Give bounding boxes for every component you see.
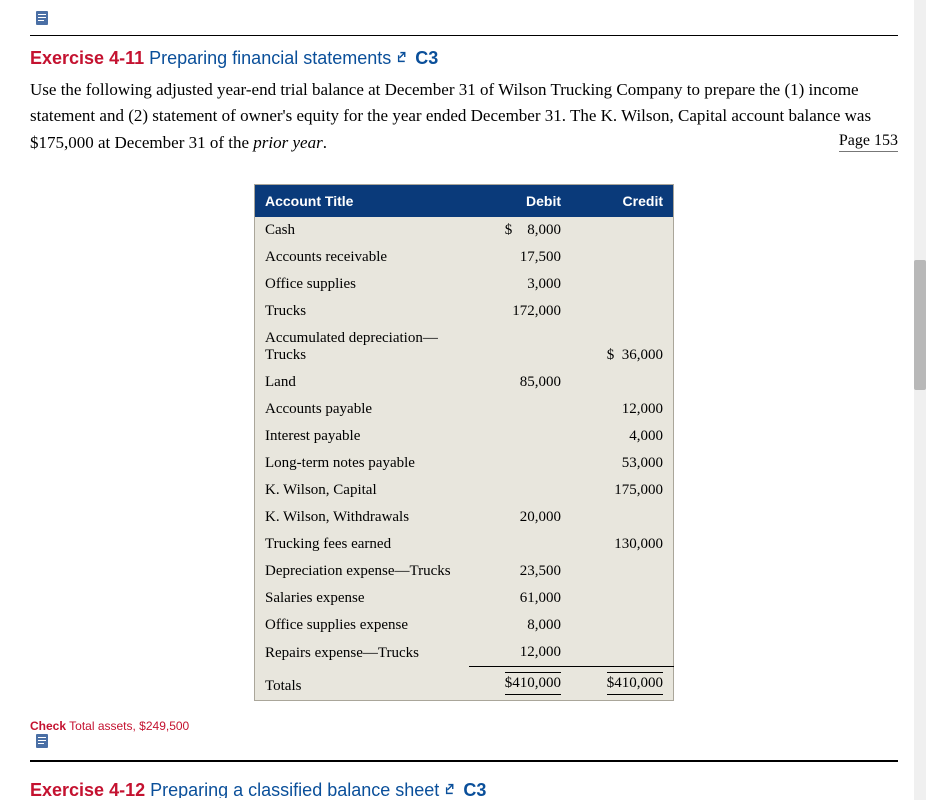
credit-cell	[571, 244, 674, 271]
check-text: Total assets, $249,500	[66, 719, 189, 733]
totals-label: Totals	[255, 667, 470, 701]
credit-cell: 175,000	[571, 477, 674, 504]
account-cell: K. Wilson, Capital	[255, 477, 470, 504]
debit-cell: 172,000	[469, 298, 571, 325]
credit-cell	[571, 558, 674, 585]
col-account-title: Account Title	[255, 185, 470, 218]
account-cell: Accounts receivable	[255, 244, 470, 271]
external-link-icon[interactable]	[396, 48, 415, 68]
credit-cell	[571, 612, 674, 639]
body-text-tail: .	[323, 133, 327, 152]
credit-cell: 12,000	[571, 396, 674, 423]
body-text-main: Use the following adjusted year-end tria…	[30, 80, 871, 152]
note-icon[interactable]	[34, 733, 50, 754]
table-row: Land85,000	[255, 369, 674, 396]
table-row: Trucking fees earned 130,000	[255, 531, 674, 558]
credit-cell	[571, 585, 674, 612]
col-debit: Debit	[469, 185, 571, 218]
totals-row: Totals$410,000$410,000	[255, 667, 674, 701]
debit-cell: 17,500	[469, 244, 571, 271]
scrollbar[interactable]	[914, 0, 926, 800]
trial-balance-table-wrap: Account Title Debit Credit Cash$ 8,000Ac…	[254, 184, 674, 701]
table-row: K. Wilson, Capital 175,000	[255, 477, 674, 504]
table-row: Depreciation expense—Trucks23,500	[255, 558, 674, 585]
external-link-icon[interactable]	[444, 780, 463, 798]
credit-cell	[571, 639, 674, 667]
credit-cell: 130,000	[571, 531, 674, 558]
credit-cell: 53,000	[571, 450, 674, 477]
totals-debit: $410,000	[469, 667, 571, 701]
debit-cell	[469, 423, 571, 450]
debit-cell: 61,000	[469, 585, 571, 612]
account-cell: Depreciation expense—Trucks	[255, 558, 470, 585]
trial-balance-table: Account Title Debit Credit Cash$ 8,000Ac…	[254, 184, 674, 701]
concept-code: C3	[415, 48, 438, 68]
account-cell: Office supplies expense	[255, 612, 470, 639]
scroll-thumb[interactable]	[914, 260, 926, 390]
totals-credit: $410,000	[571, 667, 674, 701]
section-divider-top	[30, 35, 898, 36]
table-row: Long-term notes payable 53,000	[255, 450, 674, 477]
next-exercise-heading: Exercise 4-12 Preparing a classified bal…	[30, 780, 898, 798]
next-exercise-title: Preparing a classified balance sheet	[150, 780, 439, 798]
account-cell: Office supplies	[255, 271, 470, 298]
credit-cell: 4,000	[571, 423, 674, 450]
account-cell: Land	[255, 369, 470, 396]
table-row: Accounts receivable17,500	[255, 244, 674, 271]
table-row: Accumulated depreciation—Trucks $ 36,000	[255, 325, 674, 369]
account-cell: Accounts payable	[255, 396, 470, 423]
note-icon[interactable]	[34, 10, 50, 31]
exercise-heading: Exercise 4-11 Preparing financial statem…	[30, 48, 898, 69]
page-number: Page 153	[839, 132, 898, 152]
table-row: Office supplies3,000	[255, 271, 674, 298]
debit-cell: 85,000	[469, 369, 571, 396]
account-cell: Interest payable	[255, 423, 470, 450]
check-line: Check Total assets, $249,500	[30, 719, 898, 733]
account-cell: Repairs expense—Trucks	[255, 639, 470, 667]
credit-cell	[571, 217, 674, 244]
debit-cell	[469, 477, 571, 504]
next-exercise-number: Exercise 4-12	[30, 780, 145, 798]
debit-cell: $ 8,000	[469, 217, 571, 244]
account-cell: Cash	[255, 217, 470, 244]
table-row: Interest payable 4,000	[255, 423, 674, 450]
table-row: Trucks172,000	[255, 298, 674, 325]
table-row: Repairs expense—Trucks12,000	[255, 639, 674, 667]
exercise-instructions: Use the following adjusted year-end tria…	[30, 77, 898, 156]
table-row: Office supplies expense8,000	[255, 612, 674, 639]
next-concept-code: C3	[463, 780, 486, 798]
check-label: Check	[30, 719, 66, 733]
credit-cell	[571, 369, 674, 396]
debit-cell	[469, 325, 571, 369]
credit-cell: $ 36,000	[571, 325, 674, 369]
debit-cell	[469, 531, 571, 558]
body-text-italic: prior year	[253, 133, 322, 152]
account-cell: Salaries expense	[255, 585, 470, 612]
debit-cell: 23,500	[469, 558, 571, 585]
exercise-number: Exercise 4-11	[30, 48, 144, 68]
credit-cell	[571, 271, 674, 298]
credit-cell	[571, 298, 674, 325]
account-cell: Trucks	[255, 298, 470, 325]
debit-cell: 3,000	[469, 271, 571, 298]
debit-cell	[469, 450, 571, 477]
table-row: Salaries expense61,000	[255, 585, 674, 612]
page-number-wrap[interactable]: Page 153	[839, 132, 898, 150]
table-header-row: Account Title Debit Credit	[255, 185, 674, 218]
exercise-title: Preparing financial statements	[149, 48, 391, 68]
section-divider-bottom	[30, 760, 898, 762]
table-row: K. Wilson, Withdrawals20,000	[255, 504, 674, 531]
col-credit: Credit	[571, 185, 674, 218]
table-row: Cash$ 8,000	[255, 217, 674, 244]
account-cell: K. Wilson, Withdrawals	[255, 504, 470, 531]
credit-cell	[571, 504, 674, 531]
debit-cell: 12,000	[469, 639, 571, 667]
debit-cell	[469, 396, 571, 423]
account-cell: Long-term notes payable	[255, 450, 470, 477]
table-row: Accounts payable 12,000	[255, 396, 674, 423]
account-cell: Accumulated depreciation—Trucks	[255, 325, 470, 369]
debit-cell: 8,000	[469, 612, 571, 639]
account-cell: Trucking fees earned	[255, 531, 470, 558]
debit-cell: 20,000	[469, 504, 571, 531]
